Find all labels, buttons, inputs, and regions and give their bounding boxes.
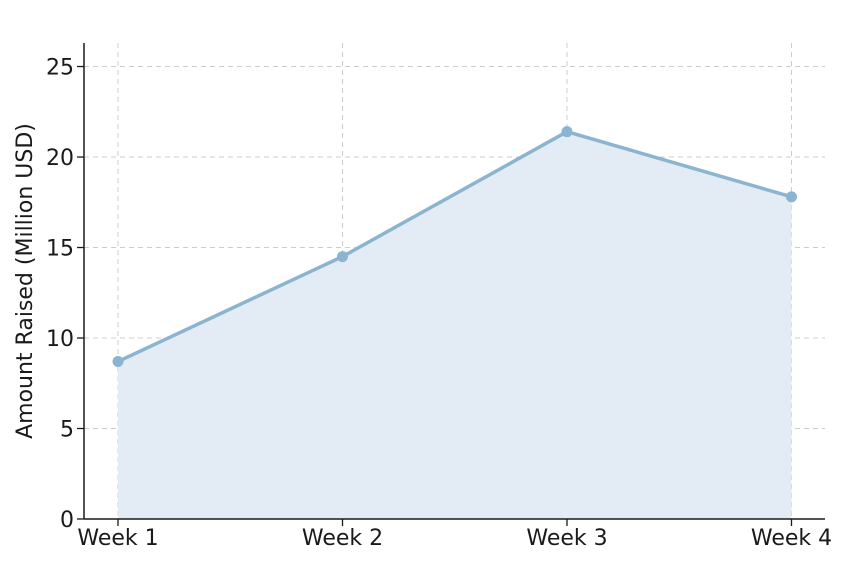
x-tick-label: Week 1 — [77, 526, 158, 551]
y-tick-label: 15 — [46, 237, 74, 262]
x-tick-label: Week 2 — [302, 526, 383, 551]
data-point — [786, 191, 797, 203]
label-layer: Amount Raised (Million USD) 0 5 10 15 20 25 We… — [13, 56, 832, 551]
x-tick-label: Week 3 — [526, 526, 607, 551]
y-tick-label: 25 — [46, 56, 74, 81]
data-point — [561, 126, 573, 138]
y-tick-label: 5 — [60, 418, 74, 443]
axis-layer — [77, 43, 825, 526]
y-tick-label: 20 — [46, 146, 74, 171]
y-tick-label: 10 — [46, 327, 74, 352]
marker-layer — [112, 126, 797, 368]
y-axis-title: Amount Raised (Million USD) — [13, 123, 38, 439]
data-point — [112, 356, 124, 368]
series-line — [117, 129, 792, 364]
x-tick-label: Week 4 — [751, 526, 832, 551]
data-point — [337, 251, 348, 263]
area-layer — [117, 129, 792, 519]
area-fill — [118, 131, 792, 519]
y-tick-label: 0 — [60, 508, 74, 533]
